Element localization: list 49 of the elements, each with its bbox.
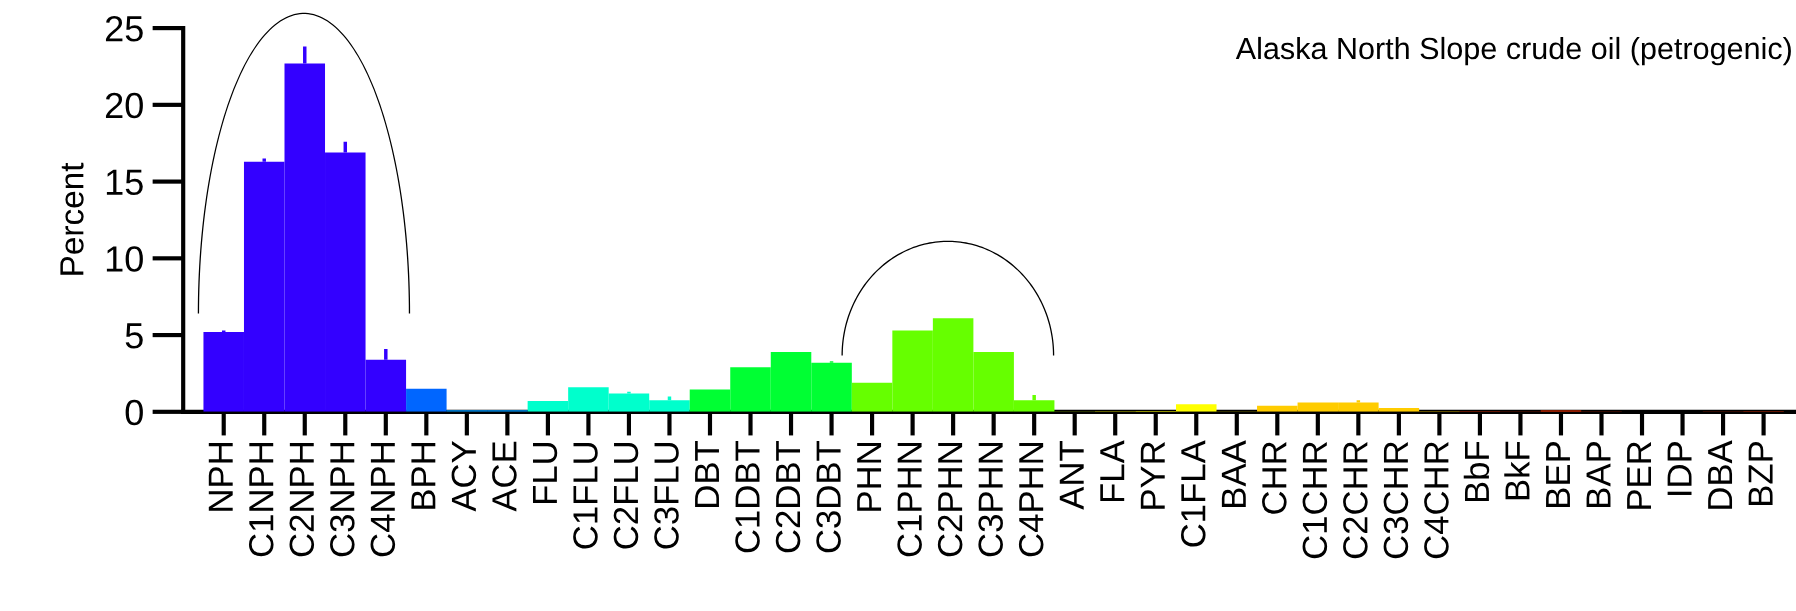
y-tick-label: 20	[105, 92, 143, 119]
x-tick-label: BZP	[1748, 442, 1773, 505]
y-tick-label: 25	[105, 15, 143, 42]
x-tick-label: BbF	[1463, 441, 1490, 502]
y-tick-label: 10	[106, 246, 143, 272]
x-tick-label: C1CHR	[1302, 441, 1328, 559]
x-tick-label: C3DBT	[816, 441, 841, 553]
x-tick-label: C2DBT	[775, 441, 801, 553]
x-tick-label: IDP	[1667, 442, 1692, 495]
y-tick-label: 0	[125, 399, 143, 426]
x-tick-label: C1PHN	[897, 443, 922, 557]
x-tick-label: C3NPH	[330, 443, 355, 557]
bar	[406, 388, 447, 412]
x-tick-label: C1FLA	[1181, 440, 1206, 547]
annotation: Alaska North Slope crude oil (petrogenic)	[1235, 36, 1791, 66]
x-tick-label: FLU	[532, 442, 558, 504]
x-tick-label: FLA	[1100, 440, 1125, 502]
y-axis-title: Percent	[60, 162, 84, 275]
x-tick-label: C2CHR	[1343, 441, 1368, 559]
x-tick-label: ACY	[451, 441, 477, 512]
x-tick-label: DBA	[1708, 440, 1733, 509]
x-tick-label: C4PHN	[1018, 443, 1044, 557]
x-tick-label: C3FLU	[654, 442, 679, 549]
x-tick-label: CHR	[1262, 441, 1287, 514]
x-tick-label: BEP	[1546, 442, 1570, 507]
x-tick-label: C4NPH	[370, 443, 396, 557]
x-tick-label: ANT	[1059, 441, 1084, 510]
x-tick-label: BAA	[1221, 440, 1246, 507]
x-tick-label: DBT	[695, 441, 719, 507]
bar	[1176, 404, 1217, 412]
x-tick-label: C1NPH	[248, 443, 274, 557]
x-tick-label: BAP	[1586, 442, 1611, 507]
x-tick-label: PHN	[857, 443, 882, 511]
y-tick-label: 5	[125, 323, 143, 349]
x-tick-label: BPH	[411, 443, 436, 509]
x-tick-label: NPH	[208, 443, 233, 511]
x-tick-label: PER	[1627, 441, 1651, 509]
y-tick-label: 15	[106, 169, 143, 196]
x-tick-label: C2FLU	[613, 442, 639, 549]
x-tick-label: C1DBT	[735, 441, 760, 553]
x-tick-label: BkF	[1504, 441, 1530, 500]
x-tick-label: C2PHN	[937, 443, 963, 557]
x-tick-label: C1FLU	[573, 442, 598, 549]
x-tick-label: C4CHR	[1424, 441, 1449, 559]
x-tick-label: C3CHR	[1383, 441, 1409, 559]
x-tick-label: PYR	[1140, 441, 1165, 509]
x-tick-label: C3PHN	[978, 443, 1003, 557]
x-tick-label: ACE	[492, 441, 517, 512]
x-tick-label: C2NPH	[289, 443, 315, 557]
